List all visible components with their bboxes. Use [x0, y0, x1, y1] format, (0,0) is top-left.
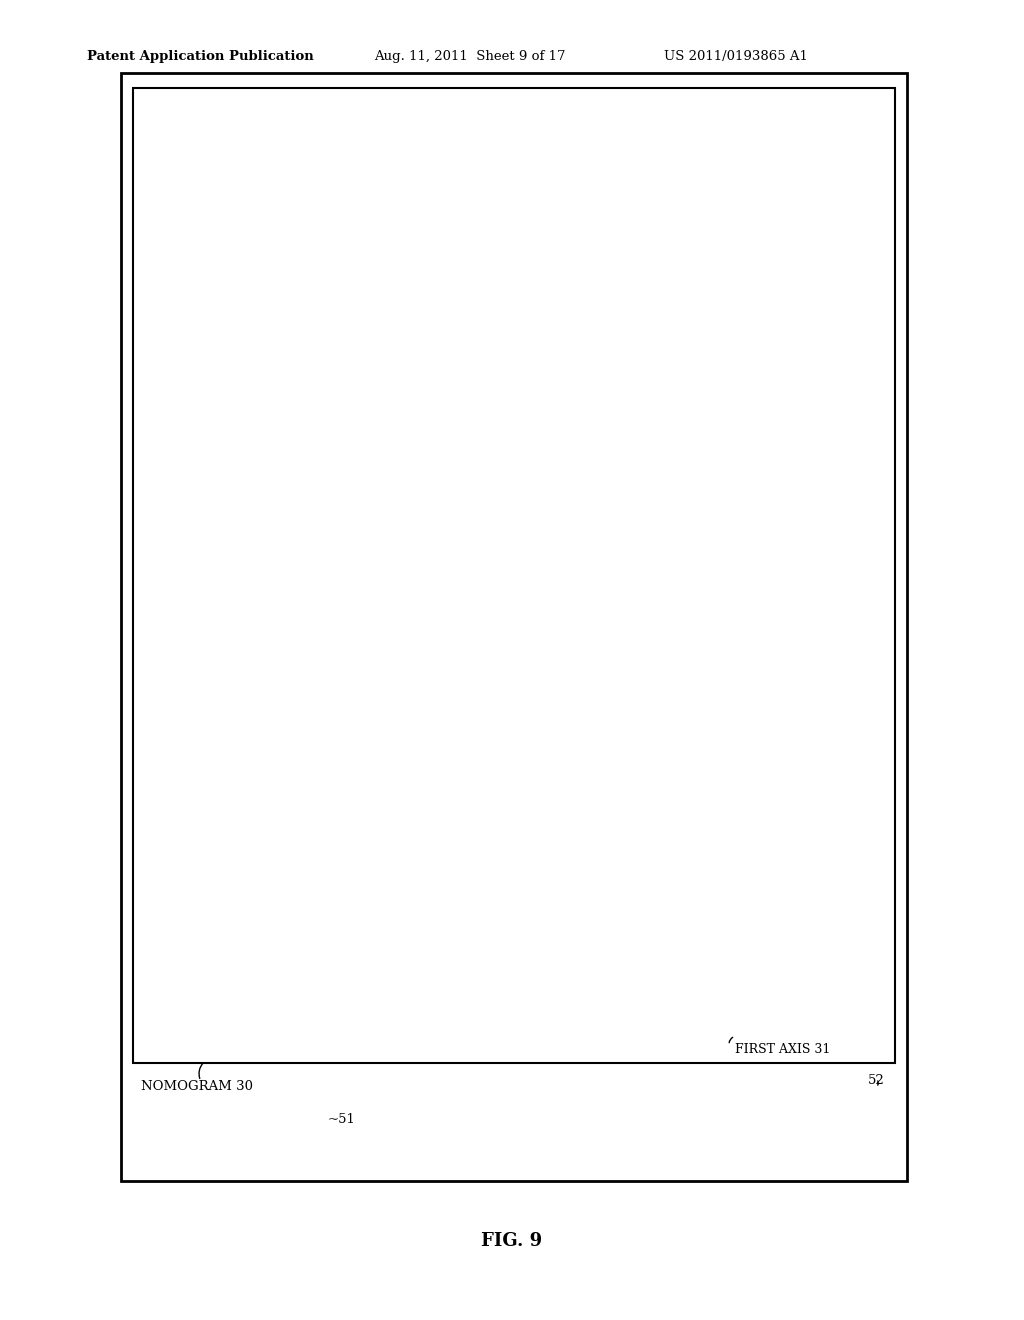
Text: Aug. 11, 2011  Sheet 9 of 17: Aug. 11, 2011 Sheet 9 of 17 [374, 50, 565, 63]
Text: 35: 35 [710, 562, 725, 576]
Text: 43: 43 [342, 247, 358, 260]
Text: Patent Application Publication: Patent Application Publication [87, 50, 313, 63]
Text: NOMOGRAM 30: NOMOGRAM 30 [141, 1080, 253, 1093]
Text: FIG. 9: FIG. 9 [481, 1232, 543, 1250]
Text: 34: 34 [768, 645, 784, 659]
Y-axis label: WEIGHT (kg): WEIGHT (kg) [152, 527, 166, 622]
Text: NORMAL: NORMAL [365, 709, 438, 722]
Text: 170: 170 [574, 994, 598, 1007]
FancyBboxPatch shape [778, 1096, 876, 1162]
Text: DISPLAY
DIFFERENCE
INFORMATION: DISPLAY DIFFERENCE INFORMATION [178, 1096, 284, 1146]
Text: 52: 52 [868, 1074, 885, 1088]
Text: US 2011/0193865 A1: US 2011/0193865 A1 [664, 50, 808, 63]
Text: 46: 46 [513, 244, 528, 257]
Text: 33: 33 [775, 354, 791, 367]
Text: 45: 45 [228, 247, 245, 260]
Text: ~51: ~51 [328, 1113, 355, 1126]
Text: 44: 44 [644, 946, 659, 958]
FancyBboxPatch shape [141, 1074, 321, 1171]
Text: BMI:29.4: BMI:29.4 [506, 312, 565, 325]
Text: FIRST AXIS 31: FIRST AXIS 31 [735, 1043, 830, 1056]
Text: UNDERWEIGHT: UNDERWEIGHT [310, 913, 439, 928]
Text: 85.0: 85.0 [242, 312, 269, 325]
Text: END: END [809, 1122, 845, 1135]
Text: OVERWEIGHT: OVERWEIGHT [371, 400, 484, 414]
Text: ~ SECOND AXIS 32: ~ SECOND AXIS 32 [224, 164, 353, 177]
X-axis label: HEIGHT (cm): HEIGHT (cm) [484, 1052, 581, 1067]
Text: 42: 42 [608, 830, 625, 843]
